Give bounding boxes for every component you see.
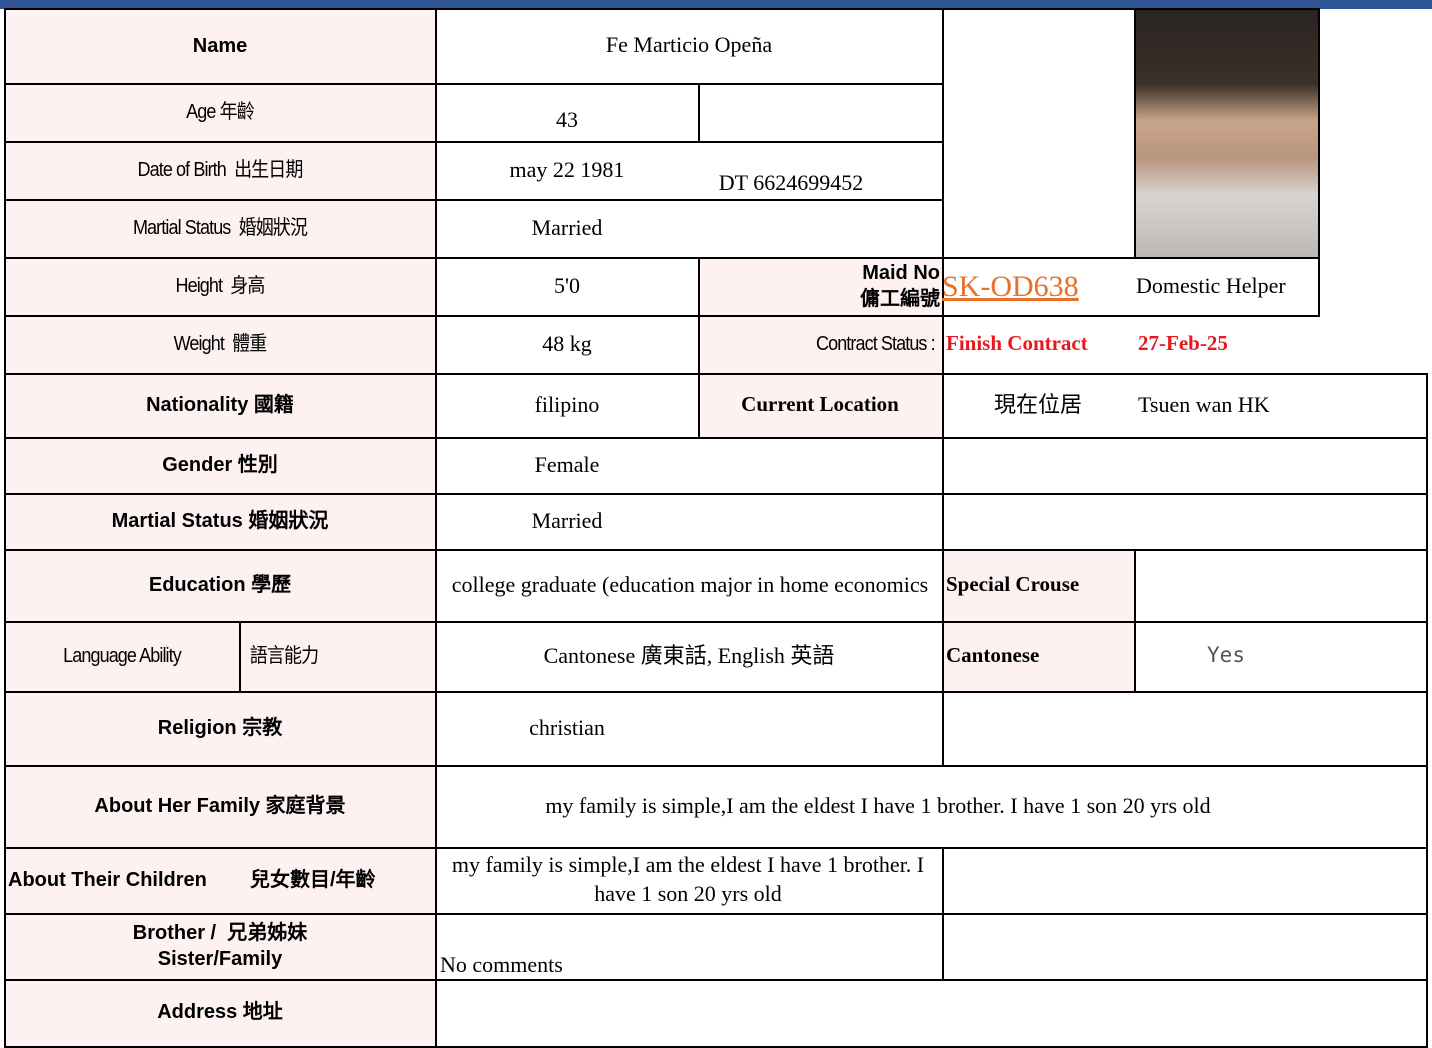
weight: 48 kg	[542, 330, 592, 356]
education: college graduate (education major in hom…	[451, 571, 929, 597]
cell	[698, 83, 944, 143]
marital-label: Martial Status 婚姻狀況	[132, 217, 308, 239]
contract-date: 27-Feb-25	[1138, 331, 1228, 356]
children-label: About Their Children	[8, 869, 207, 891]
age: 43	[556, 107, 578, 133]
marital2-label: Martial Status 婚姻狀況	[111, 510, 329, 532]
contract-status: Finish Contract	[946, 331, 1088, 356]
education-label: Education 學歷	[148, 574, 292, 596]
family: my family is simple,I am the eldest I ha…	[545, 792, 1211, 818]
language-label-zh: 語言能力	[249, 645, 319, 667]
location-label-zh: 現在位居	[993, 391, 1082, 417]
label-cell	[4, 765, 437, 849]
children: my family is simple,I am the eldest I ha…	[451, 852, 930, 906]
weight-label: Weight 體重	[173, 333, 268, 355]
cell	[1134, 549, 1428, 623]
marital2: Married	[531, 507, 603, 533]
name: Fe Marticio Opeña	[605, 32, 773, 58]
label-cell	[4, 199, 437, 259]
language-label: Language Ability	[63, 645, 182, 667]
family-label: About Her Family 家庭背景	[94, 795, 346, 817]
top-bar	[0, 0, 1432, 9]
address-label: Address 地址	[157, 1000, 283, 1023]
dob-label: Date of Birth 出生日期	[137, 159, 304, 181]
photo	[1134, 8, 1320, 259]
religion-label: Religion 宗教	[157, 717, 283, 739]
cantonese-label: Cantonese	[946, 643, 1040, 668]
cell	[942, 847, 1428, 915]
height-label: Height 身高	[175, 275, 265, 297]
cell	[698, 373, 944, 439]
maid-no: SK-OD638	[942, 269, 1079, 303]
name-label: Name	[192, 34, 248, 57]
contract-label: Contract Status :	[815, 333, 936, 355]
dt: DT 6624699452	[718, 169, 864, 195]
gender-label: Gender 性別	[162, 454, 278, 476]
cell	[942, 913, 1428, 981]
siblings-label: Brother / 兄弟姊妹 Sister/Family	[132, 922, 308, 970]
marital: Married	[531, 214, 603, 240]
gender: Female	[534, 451, 600, 477]
job: Domestic Helper	[1136, 272, 1286, 298]
cell	[942, 8, 1136, 259]
cell	[942, 549, 1136, 623]
special-label: Special Crouse	[946, 572, 1080, 597]
location-label: Current Location	[741, 392, 899, 417]
cell	[942, 437, 1428, 495]
religion: christian	[529, 714, 605, 740]
location: Tsuen wan HK	[1138, 391, 1270, 417]
nationality-label: Nationality 國籍	[146, 394, 294, 416]
dob: may 22 1981	[509, 156, 625, 182]
nationality: filipino	[534, 391, 600, 417]
height: 5'0	[554, 272, 580, 298]
cell	[698, 257, 944, 317]
cell	[942, 257, 1320, 317]
children-label-zh: 兒女數目/年齡	[250, 869, 376, 891]
cell	[4, 621, 241, 693]
age-label: Age 年齡	[186, 101, 255, 123]
cell	[698, 315, 944, 375]
siblings: No comments	[440, 951, 563, 977]
maid-no-label: Maid No 傭工編號	[860, 262, 940, 310]
cell	[239, 621, 437, 693]
cantonese: Yes	[1207, 643, 1245, 668]
cell	[942, 691, 1428, 767]
cell	[942, 493, 1428, 551]
language: Cantonese 廣東話, English 英語	[543, 642, 835, 668]
label-cell	[4, 315, 437, 375]
